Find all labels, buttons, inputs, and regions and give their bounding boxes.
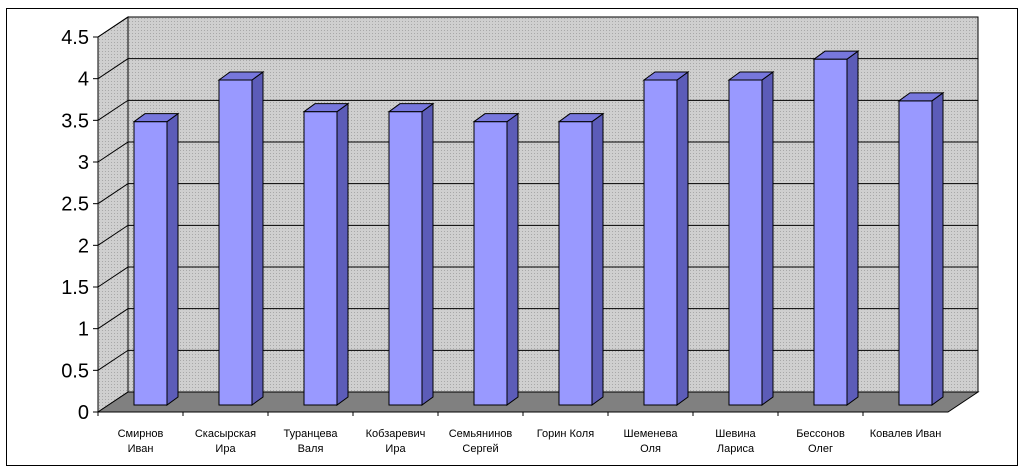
bar-front — [473, 121, 508, 406]
bar — [812, 50, 860, 406]
bar — [132, 112, 180, 406]
y-tick-label: 1 — [78, 319, 89, 341]
bar-front — [728, 79, 763, 406]
y-tick-label: 3 — [78, 152, 89, 174]
y-tick-label: 2 — [78, 235, 89, 257]
bar-side — [761, 71, 774, 406]
bar-side — [676, 71, 689, 406]
y-tick-label: 4 — [78, 69, 89, 91]
gridline — [97, 224, 978, 246]
y-tick-label: 0.5 — [61, 360, 89, 382]
x-tick-label: Шеменева — [624, 428, 679, 440]
bar-side — [506, 112, 519, 406]
bar-side — [591, 112, 604, 406]
x-tick-label: Шевина — [715, 428, 756, 440]
bar-top — [387, 103, 435, 113]
x-tick-label: Валя — [298, 443, 324, 455]
bar-top — [557, 113, 605, 123]
gridline — [97, 16, 978, 38]
bar — [897, 91, 945, 406]
bar-side — [336, 102, 349, 406]
x-tick-label: Бессонов — [796, 428, 845, 440]
y-tick-label: 2.5 — [61, 194, 89, 216]
bar-front — [303, 111, 338, 406]
bar-front — [898, 100, 933, 406]
bar — [727, 71, 775, 406]
gridline — [97, 266, 978, 288]
bar-side — [251, 71, 264, 406]
gridlines — [97, 16, 978, 371]
y-tick-label: 0 — [78, 402, 89, 424]
gridline — [97, 141, 978, 163]
x-tick-label: Сергей — [462, 443, 498, 455]
bar-top — [897, 92, 945, 102]
x-tick-label: Семьянинов — [449, 428, 513, 440]
bar — [217, 71, 265, 406]
x-axis-labels: Смирнов Иван Скасырская Ира Туранцева Валя Коб… — [97, 412, 942, 455]
x-tick-label: Смирнов — [118, 428, 164, 440]
bar-front — [813, 58, 848, 406]
bar — [642, 71, 690, 406]
x-tick-label: Олег — [808, 443, 833, 455]
bar — [557, 112, 605, 406]
bar-side — [421, 102, 434, 406]
gridline — [97, 349, 978, 371]
x-tick-label: Туранцева — [284, 428, 339, 440]
bar-front — [558, 121, 593, 406]
gridline — [97, 58, 978, 80]
bar-side — [166, 112, 179, 406]
x-tick-label: Ира — [215, 443, 236, 455]
x-tick-label: Лариса — [717, 443, 755, 455]
bar-top — [472, 113, 520, 123]
gridline — [97, 308, 978, 330]
bar-top — [812, 50, 860, 60]
x-tick-label: Ковалев Иван — [870, 428, 942, 440]
x-tick-label: Скасырская — [195, 428, 256, 440]
bar-top — [642, 71, 690, 81]
bar-side — [846, 50, 859, 406]
bars — [132, 50, 945, 406]
bar — [302, 102, 350, 406]
x-tick-label: Оля — [640, 443, 661, 455]
y-tick-label: 1.5 — [61, 277, 89, 299]
bar-front — [218, 79, 253, 406]
bar-side — [931, 91, 944, 406]
bar — [387, 102, 435, 406]
x-tick-label: Иван — [128, 443, 154, 455]
bar-front — [643, 79, 678, 406]
y-tick-label: 3.5 — [61, 110, 89, 132]
gridline — [97, 183, 978, 205]
bar-top — [302, 103, 350, 113]
bar-front — [133, 121, 168, 406]
bar — [472, 112, 520, 406]
gridline — [97, 99, 978, 121]
bar-front — [388, 111, 423, 406]
y-tick-label: 4.5 — [61, 27, 89, 49]
x-tick-label: Кобзаревич — [366, 428, 426, 440]
bar-top — [217, 71, 265, 81]
x-tick-label: Ира — [385, 443, 406, 455]
bar-top — [132, 113, 180, 123]
x-tick-label: Горин Коля — [537, 428, 594, 440]
bar-top — [727, 71, 775, 81]
